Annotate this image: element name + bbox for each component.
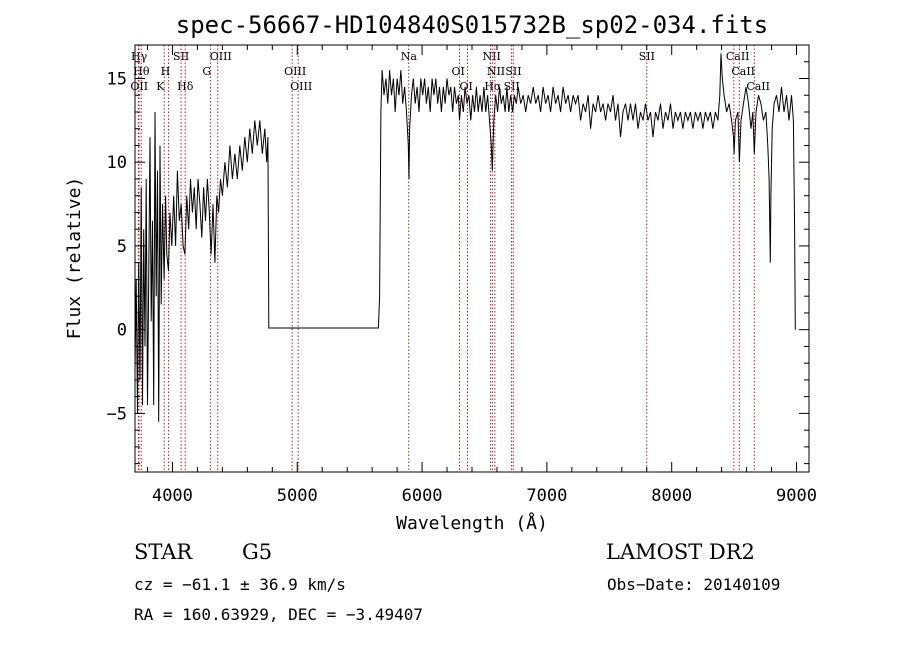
sky-coordinates: RA = 160.63929, DEC = −3.49407 [134,605,423,624]
y-tick-label: 10 [107,153,127,173]
spectral-line-label-0: Hγ [131,50,148,63]
observation-date: Obs−Date: 20140109 [607,575,781,594]
y-tick-label: −5 [107,404,127,424]
x-tick-label: 4000 [152,486,193,506]
x-tick-label: 8000 [651,486,692,506]
spectrum-series-line [134,53,796,422]
spectral-line-label-16: NII [487,65,505,78]
x-axis-label: Wavelength (Å) [396,512,548,534]
spectral-line-label-10: OIII [290,80,312,93]
spectral-line-label-20: CaII [726,50,750,63]
redshift-velocity: cz = −61.1 ± 36.9 km/s [134,575,346,594]
spectral-line-label-5: SII [173,50,189,63]
survey-name: LAMOST DR2 [606,540,755,564]
spectral-line-label-4: H [161,65,171,78]
x-tick-label: 5000 [277,486,318,506]
spectral-line-label-8: G [202,65,211,78]
object-subclass: G5 [242,540,273,564]
y-tick-label: 0 [117,321,127,341]
y-tick-label: 5 [117,237,127,257]
spectral-line-label-21: CaII [731,65,755,78]
spectral-line-label-19: SII [639,50,655,63]
y-tick-label: 15 [107,69,127,89]
x-tick-label: 7000 [526,486,567,506]
spectral-line-label-15: Hα [484,80,502,93]
spectral-line-label-6: Hδ [177,80,194,93]
y-axis-label: Flux (relative) [64,177,85,340]
spectral-line-label-3: K [156,80,165,93]
spectral-line-label-12: OI [452,65,465,78]
spectral-line-label-13: OI [460,80,473,93]
y-axis: −5 0 5 10 15 [107,61,809,465]
x-tick-label: 6000 [402,486,443,506]
spectral-line-label-22: CaII [746,80,770,93]
chart-title: spec-56667-HD104840S015732B_sp02-034.fit… [176,11,768,39]
x-axis: 4000 5000 6000 7000 8000 9000 [146,45,817,506]
spectral-line-label-18: SII [505,65,521,78]
spectral-line-label-7: OIII [210,50,232,63]
spectral-line-label-14: NII [482,50,500,63]
spectral-line-label-1: Hθ [133,65,150,78]
spectral-line-label-9: OIII [284,65,306,78]
spectral-line-label-11: Na [401,50,418,63]
object-class: STAR [134,540,193,564]
x-tick-label: 9000 [776,486,817,506]
spectral-line-label-2: OII [130,80,148,93]
